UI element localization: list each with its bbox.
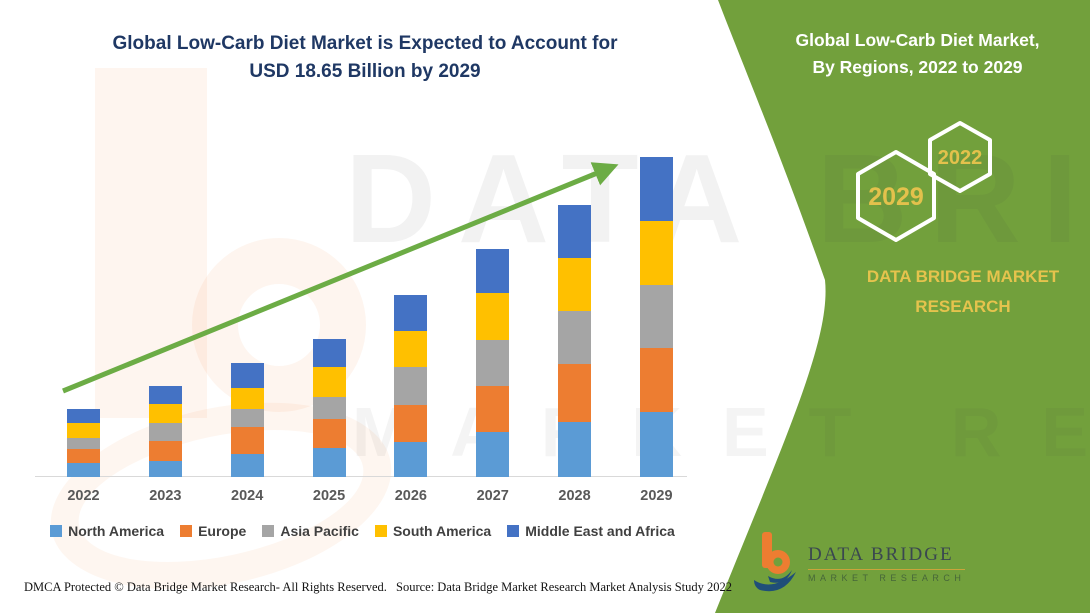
- bar-segment: [230, 409, 264, 428]
- legend-label: Middle East and Africa: [525, 523, 675, 539]
- bar-column: 2022: [67, 147, 100, 504]
- side-panel-title-line1: Global Low-Carb Diet Market,: [795, 30, 1040, 50]
- x-axis-label: 2025: [312, 488, 346, 504]
- legend-swatch: [507, 525, 520, 537]
- legend-label: North America: [68, 523, 165, 539]
- bar-segment: [558, 205, 592, 258]
- legend-item: Asia Pacific: [262, 523, 359, 539]
- chart-title: Global Low-Carb Diet Market is Expected …: [40, 30, 690, 86]
- bar-segment: [558, 311, 592, 365]
- bar-segment: [148, 461, 182, 477]
- brand-text-line2: RESEARCH: [915, 297, 1011, 316]
- bar-segment: [67, 448, 100, 463]
- bar-segment: [312, 447, 346, 477]
- bar-segment: [476, 293, 510, 340]
- company-logo-name: DATA BRIDGE: [808, 544, 966, 570]
- bar-segment: [394, 442, 428, 477]
- company-logo-text: DATA BRIDGE MARKET RESEARCH: [808, 544, 966, 583]
- bar-segment: [230, 454, 264, 477]
- bar-segment: [639, 220, 673, 285]
- x-axis-line: [35, 476, 687, 477]
- company-logo-icon: [754, 532, 796, 592]
- bar-segment: [67, 408, 100, 424]
- x-axis-label: 2027: [476, 488, 509, 504]
- bar-segment: [639, 412, 673, 477]
- legend-swatch: [50, 525, 63, 537]
- bar-segment: [476, 339, 510, 387]
- bar-segment: [230, 387, 264, 410]
- brand-text-line1: DATA BRIDGE MARKET: [866, 267, 1060, 286]
- bar-column: 2026: [394, 147, 428, 504]
- legend-swatch: [180, 525, 193, 537]
- legend-swatch: [374, 525, 387, 537]
- bar-segment: [312, 367, 346, 397]
- legend-label: South America: [392, 523, 492, 539]
- bar-segment: [230, 427, 264, 455]
- bar-segment: [476, 386, 510, 432]
- bar-column: 2027: [476, 147, 510, 504]
- bar-segment: [639, 156, 673, 221]
- side-panel-background: [715, 0, 1090, 613]
- x-axis-label: 2023: [149, 488, 182, 504]
- bar-column: 2025: [312, 147, 346, 504]
- x-axis-label: 2022: [67, 488, 100, 504]
- x-axis-label: 2024: [231, 488, 264, 504]
- company-logo: DATA BRIDGE MARKET RESEARCH: [752, 532, 966, 594]
- footer-source-text: Source: Data Bridge Market Research Mark…: [396, 580, 733, 594]
- bar-segment: [312, 396, 346, 420]
- bar-segment: [476, 249, 510, 294]
- side-panel-title: Global Low-Carb Diet Market, By Regions,…: [765, 27, 1070, 81]
- side-panel-brand-text: DATA BRIDGE MARKET RESEARCH: [830, 262, 1090, 322]
- x-axis-label: 2028: [558, 488, 591, 504]
- watermark-text-marketresearch: MARKET RESEARCH: [352, 393, 1090, 471]
- legend: North America Europe Asia Pacific South Ame…: [30, 523, 695, 539]
- legend-item: Europe: [180, 523, 246, 539]
- legend-item: North America: [50, 523, 164, 539]
- legend-label: Asia Pacific: [280, 523, 359, 539]
- bar-segment: [639, 284, 673, 348]
- hexagon-2022: [928, 121, 992, 193]
- hexagon-2029-label: 2029: [868, 183, 924, 211]
- bar-segment: [312, 339, 346, 368]
- bar-segment: [67, 438, 100, 449]
- bar-segment: [230, 362, 264, 388]
- x-axis-label: 2029: [640, 488, 673, 504]
- bar-segment: [148, 422, 182, 442]
- bar-segment: [312, 419, 346, 448]
- bar-column: 2028: [558, 147, 592, 504]
- bar-segment: [394, 294, 428, 332]
- bar-segment: [394, 331, 428, 367]
- year-hexagons: 2029 2022: [856, 121, 992, 242]
- chart-title-line1: Global Low-Carb Diet Market is Expected …: [112, 33, 618, 54]
- bar-segment: [476, 431, 510, 477]
- legend-label: Europe: [198, 523, 247, 539]
- legend-item: South America: [374, 523, 492, 539]
- legend-item: Middle East and Africa: [507, 523, 675, 539]
- bar-column: 2029: [639, 147, 673, 504]
- hexagon-2029: [856, 150, 936, 242]
- bar-segment: [558, 257, 592, 312]
- hexagon-2022-label: 2022: [938, 147, 983, 169]
- bar-column: 2024: [230, 147, 264, 504]
- bar-segment: [148, 385, 182, 404]
- bar-segment: [558, 421, 592, 477]
- company-logo-subtitle: MARKET RESEARCH: [808, 572, 966, 583]
- side-panel-title-line2: By Regions, 2022 to 2029: [812, 57, 1023, 77]
- legend-swatch: [262, 525, 275, 537]
- bar-segment: [148, 441, 182, 461]
- bar-segment: [67, 462, 100, 477]
- bar-segment: [67, 423, 100, 439]
- bar-column: 2023: [148, 147, 182, 504]
- bar-segment: [148, 403, 182, 423]
- bar-segment: [394, 366, 428, 405]
- chart-title-line2: USD 18.65 Billion by 2029: [249, 61, 481, 82]
- bar-segment: [558, 364, 592, 422]
- footer-dmca-text: DMCA Protected © Data Bridge Market Rese…: [24, 580, 387, 594]
- bar-segment: [394, 404, 428, 443]
- bars: 2022 2023 2024 2025 2026 2027 2028 2029: [67, 147, 673, 504]
- side-panel-shape: [715, 0, 1090, 613]
- x-axis-label: 2026: [394, 488, 428, 504]
- bar-segment: [639, 347, 673, 413]
